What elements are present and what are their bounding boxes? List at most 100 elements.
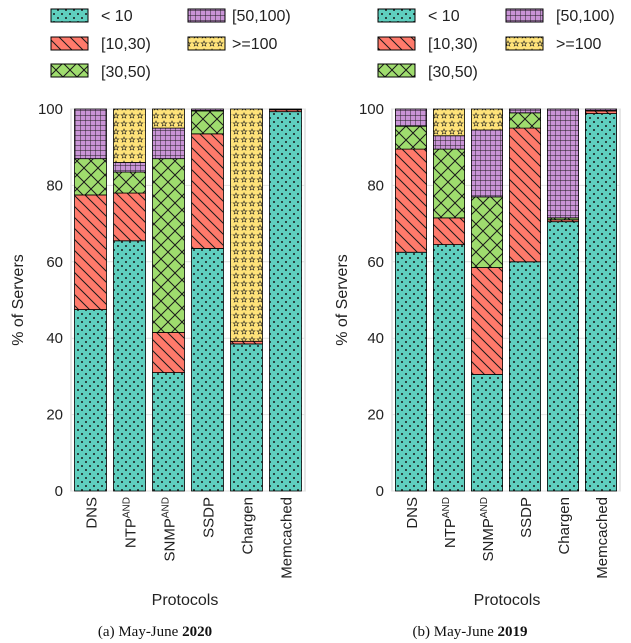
panel-2020: < 10 [50,100) [10,30) >=100 [30,50) % of… [10, 8, 306, 640]
x-tick-label: Chargen [240, 497, 257, 555]
bar-stack [191, 108, 224, 492]
bar-stack [585, 108, 617, 492]
y-tick-label: 0 [55, 483, 63, 500]
y-tick-label: 80 [367, 177, 384, 194]
bar-segment [152, 127, 185, 160]
bar-segment [509, 112, 541, 129]
bar-segment [471, 267, 503, 375]
bar-stack [152, 108, 185, 492]
bar-segment [509, 261, 541, 492]
bar-segment [113, 192, 146, 242]
bar-segment [269, 108, 302, 111]
bar-segment [585, 108, 617, 112]
legend-label: [50,100) [232, 8, 291, 25]
x-axis-label: Protocols [474, 592, 541, 609]
bar-stack [547, 108, 579, 492]
bar-segment [395, 108, 427, 127]
bar-segment [509, 108, 541, 114]
bar-segment [471, 196, 503, 268]
legend-label: [50,100) [556, 8, 615, 25]
legend-swatch [187, 36, 226, 51]
bar-stack [433, 108, 465, 492]
legend-item: [50,100) [187, 8, 291, 25]
plot-area: 0 20 40 60 80 100 DNS NTPAND SNMPAND SSDP Chargen M… [359, 101, 621, 579]
legend-swatch [50, 8, 89, 23]
legend-swatch [377, 8, 416, 23]
bar-segment [113, 171, 146, 194]
legend-item: [50,100) [505, 8, 615, 25]
x-tick-label: SSDP [201, 497, 218, 538]
bar-segment [433, 244, 465, 492]
bar-stack [74, 108, 107, 492]
bar-segment [471, 374, 503, 492]
bar-segment [230, 340, 263, 345]
bar-segment [547, 108, 579, 219]
legend-item: < 10 [50, 8, 133, 25]
bar-stack [269, 108, 302, 492]
bar-segment [113, 240, 146, 492]
bar-segment [74, 108, 107, 160]
bar-segment [74, 158, 107, 196]
bar-segment [585, 110, 617, 114]
legend-swatch [50, 36, 89, 51]
bar-segment [230, 108, 263, 342]
x-axis-label: Protocols [152, 592, 219, 609]
bar-segment [471, 108, 503, 131]
legend-item: [10,30) [50, 36, 151, 53]
x-tick-label: Memcached [279, 497, 296, 579]
bar-segment [113, 162, 146, 173]
legend-label: [30,50) [101, 64, 151, 81]
x-tick-label: DNS [84, 497, 101, 529]
bar-segment [269, 111, 302, 492]
bar-stack [395, 108, 427, 492]
y-tick-label: 100 [359, 101, 384, 118]
bar-stack [113, 108, 146, 492]
x-tick-label: SNMPAND [479, 497, 497, 561]
y-tick-label: 100 [38, 101, 63, 118]
legend-label: >=100 [556, 36, 601, 53]
y-tick-label: 80 [46, 177, 63, 194]
legend-item: [30,50) [377, 63, 478, 81]
y-tick-label: 40 [367, 330, 384, 347]
y-tick-label: 20 [46, 407, 63, 424]
bar-segment [433, 217, 465, 246]
bar-segment [230, 343, 263, 492]
x-tick-label: NTPAND [122, 497, 140, 548]
bar-segment [191, 133, 224, 249]
legend-swatch [187, 8, 226, 23]
bar-stack [471, 108, 503, 492]
bar-segment [191, 108, 224, 112]
bar-segment [191, 110, 224, 135]
legend: < 10 [50,100) [10,30) >=100 [30,50) [50, 8, 291, 81]
y-tick-label: 40 [46, 330, 63, 347]
bar-segment [74, 194, 107, 310]
bar-segment [74, 309, 107, 492]
bar-segment [152, 372, 185, 492]
plot-area: 0 20 40 60 80 100 DNS NTPAND SNMPAND SSDP Chargen M… [38, 101, 306, 579]
legend-item: >=100 [505, 36, 601, 53]
bar-segment [191, 248, 224, 492]
legend-item: >=100 [187, 36, 277, 53]
bar-segment [433, 108, 465, 137]
bar-segment [547, 221, 579, 492]
bar-segment [585, 113, 617, 492]
bar-segment [152, 332, 185, 373]
x-tick-label: Chargen [556, 497, 573, 555]
legend-label: [10,30) [428, 36, 478, 53]
legend-item: < 10 [377, 8, 460, 25]
y-axis-label: % of Servers [334, 254, 351, 346]
legend-label: >=100 [232, 36, 277, 53]
panel-2019: < 10 [50,100) [10,30) >=100 [30,50) % of… [334, 8, 621, 640]
x-tick-label: SSDP [518, 497, 535, 538]
bar-segment [471, 129, 503, 198]
y-tick-label: 20 [367, 407, 384, 424]
legend-label: [10,30) [101, 36, 151, 53]
legend-item: [10,30) [377, 36, 478, 53]
legend-swatch [377, 63, 416, 78]
legend-swatch [377, 36, 416, 51]
y-tick-label: 60 [46, 254, 63, 271]
bar-segment [113, 108, 146, 163]
bar-segment [433, 135, 465, 150]
y-tick-label: 0 [376, 483, 384, 500]
